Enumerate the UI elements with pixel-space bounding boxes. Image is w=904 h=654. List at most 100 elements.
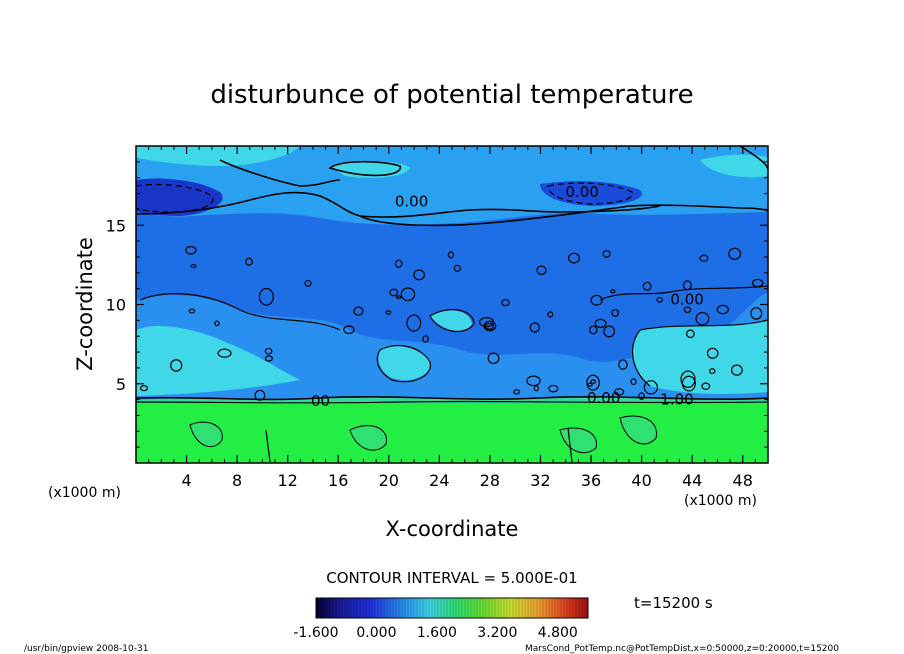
contour-cell: [406, 314, 422, 332]
contour-cloud-right: [599, 285, 768, 301]
contour-label: 0.00: [395, 192, 428, 210]
mid-warm-cloud-center: [378, 346, 431, 381]
colorbar-tick-label: 1.600: [417, 625, 457, 641]
mid-warm-cloud-left: [136, 325, 300, 396]
contour-cell: [618, 359, 628, 370]
y-axis-label: Z-coordinate: [73, 237, 97, 371]
footer-program-date: /usr/bin/gpview 2008-10-31: [24, 644, 148, 654]
contour-cell: [656, 297, 664, 303]
negative-contour-left: [136, 183, 214, 213]
contour-cell: [245, 257, 254, 266]
contour-cell: [638, 392, 645, 400]
colorbar-tick-label: 0.000: [356, 625, 396, 641]
contour-cloud-center: [376, 345, 431, 383]
x-tick-label: 48: [733, 471, 753, 490]
contour-label: 0.00: [670, 291, 703, 309]
contour-cell: [547, 311, 554, 318]
small-contour-cells: [139, 245, 764, 401]
contour-cell: [478, 316, 495, 328]
upper-warm-patch-3: [700, 154, 768, 178]
contour-cell: [254, 389, 266, 401]
colorbar-tick-labels: -1.600 0.000 1.600 3.200 4.800: [293, 625, 577, 641]
contour-mid-boundary: [136, 396, 768, 401]
contour-upper-zero-left: [136, 191, 661, 218]
contour-cell: [614, 388, 625, 396]
contour-cell: [487, 352, 500, 365]
contour-cell: [680, 370, 696, 388]
contour-upper-top: [219, 159, 341, 187]
contour-cell: [413, 269, 426, 281]
lower-layer-region: [136, 400, 768, 463]
contour-cell: [453, 264, 462, 272]
x-tick-label: 24: [429, 471, 449, 490]
contour-cell: [264, 347, 273, 355]
upper-warm-patch: [136, 146, 300, 166]
x-tick-label: 28: [480, 471, 500, 490]
contour-cell: [353, 306, 364, 316]
contour-lower-stem-1: [265, 429, 271, 463]
colorbar-gradient: [315, 597, 589, 619]
contour-cell: [686, 329, 695, 339]
contour-cell: [728, 247, 742, 260]
contour-cloud-right-2: [632, 319, 768, 387]
contour-lower-blob-2: [349, 425, 387, 451]
negative-contours: [136, 182, 633, 213]
contour-cell: [536, 265, 547, 276]
x-tick-label: 20: [379, 471, 399, 490]
x-tick-label: 16: [328, 471, 348, 490]
y-axis-ticks: 5 10 15: [106, 161, 768, 448]
colorbar: -1.600 0.000 1.600 3.200 4.800: [293, 597, 589, 641]
contour-cell: [716, 304, 729, 315]
x-tick-label: 36: [581, 471, 601, 490]
contour-cell: [304, 279, 312, 287]
x-tick-label: 4: [181, 471, 191, 490]
colorbar-tick-label: 3.200: [477, 625, 517, 641]
contour-cell: [611, 308, 620, 317]
contour-cell: [630, 378, 637, 386]
contour-cell: [385, 310, 392, 315]
contour-cell: [422, 335, 429, 343]
contour-cell: [751, 278, 764, 288]
contour-interval-label: CONTOUR INTERVAL = 5.000E-01: [326, 569, 577, 587]
contour-cell: [750, 307, 763, 320]
x-unit-label: (x1000 m): [684, 493, 757, 509]
chart-title: disturbunce of potential temperature: [210, 80, 693, 110]
contour-cell: [526, 375, 541, 387]
contour-cell: [188, 308, 196, 314]
contour-cell: [513, 389, 521, 395]
contour-cell: [586, 374, 600, 391]
contour-cell: [190, 264, 197, 269]
contour-lower-blob-4: [619, 415, 657, 445]
contour-cell: [185, 245, 197, 255]
lower-warm-blob-2: [350, 425, 387, 451]
time-label: t=15200 s: [634, 594, 713, 612]
contour-cloud-top: [429, 308, 475, 333]
contour-cell: [643, 380, 659, 395]
contour-cell: [548, 384, 559, 393]
contour-cell: [258, 287, 274, 306]
contour-label: 0.00: [565, 183, 598, 201]
heatmap-field: [136, 146, 768, 463]
contour-cell: [594, 318, 607, 329]
contour-cell: [264, 355, 273, 362]
contour-cell: [447, 251, 455, 259]
x-tick-label: 44: [682, 471, 702, 490]
contour-lines: [136, 146, 768, 463]
x-tick-label: 12: [278, 471, 298, 490]
contour-cell: [695, 311, 710, 326]
contour-cell: [683, 306, 692, 314]
contour-cell: [708, 368, 716, 375]
x-axis-ticks: 4 8 12 16 20 24 28 32 36 40 44 48: [148, 146, 756, 490]
contour-cell: [589, 325, 598, 335]
x-tick-label: 40: [631, 471, 651, 490]
contour-cell: [214, 320, 220, 327]
contour-label: 1.00: [660, 391, 693, 409]
y-tick-label: 15: [106, 216, 126, 235]
contour-cell: [602, 250, 611, 258]
contour-cell: [682, 280, 692, 291]
contour-cell: [610, 289, 616, 294]
contour-cell: [529, 322, 540, 333]
contour-label: 00: [311, 392, 330, 410]
y-unit-label: (x1000 m): [48, 485, 121, 501]
